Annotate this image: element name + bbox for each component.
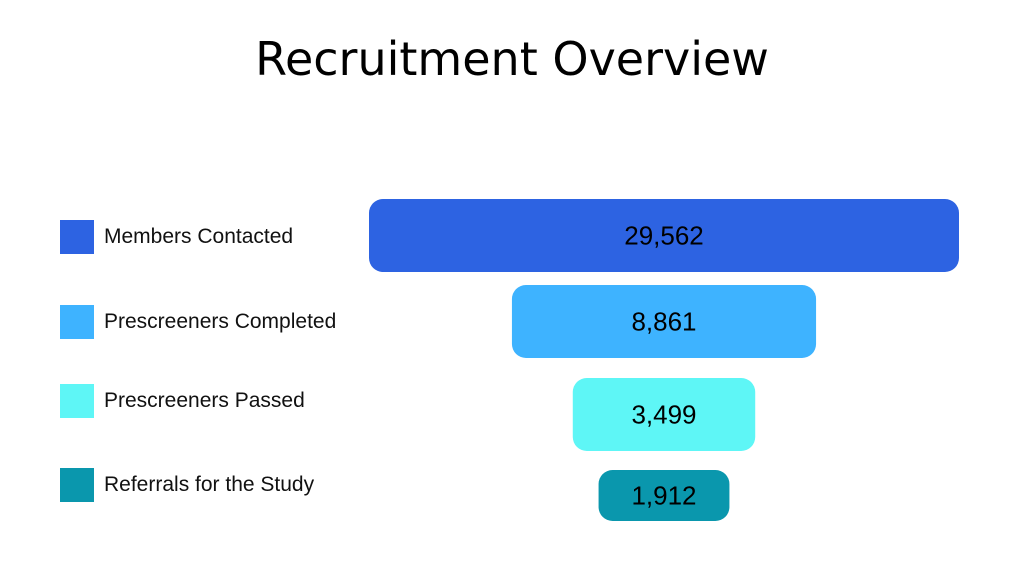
legend-swatch bbox=[60, 468, 94, 502]
funnel-bar-2 bbox=[511, 285, 817, 358]
legend-label: Prescreeners Completed bbox=[104, 310, 337, 333]
chart-title: Recruitment Overview bbox=[255, 32, 769, 86]
legend-swatch bbox=[60, 384, 94, 418]
funnel-bar-1 bbox=[369, 199, 959, 272]
legend-label: Members Contacted bbox=[104, 225, 294, 248]
legend-item-members-contacted: Members Contacted bbox=[60, 220, 344, 254]
legend-label: Prescreeners Passed bbox=[104, 389, 305, 412]
legend-item-prescreeners-passed: Prescreeners Passed bbox=[60, 384, 344, 418]
funnel-value-label-3: 3,499 bbox=[631, 400, 696, 430]
funnel-bar-4 bbox=[598, 470, 730, 521]
funnel-value-label-4: 1,912 bbox=[631, 481, 696, 511]
legend-label: Referrals for the Study bbox=[104, 473, 315, 496]
legend-item-prescreeners-completed: Prescreeners Completed bbox=[60, 305, 344, 339]
funnel-value-label-2: 8,861 bbox=[631, 307, 696, 337]
legend-swatch bbox=[60, 220, 94, 254]
legend-swatch bbox=[60, 305, 94, 339]
legend-item-referrals: Referrals for the Study bbox=[60, 468, 344, 502]
funnel-bar-3 bbox=[572, 378, 756, 451]
funnel-value-label-1: 29,562 bbox=[624, 221, 704, 251]
